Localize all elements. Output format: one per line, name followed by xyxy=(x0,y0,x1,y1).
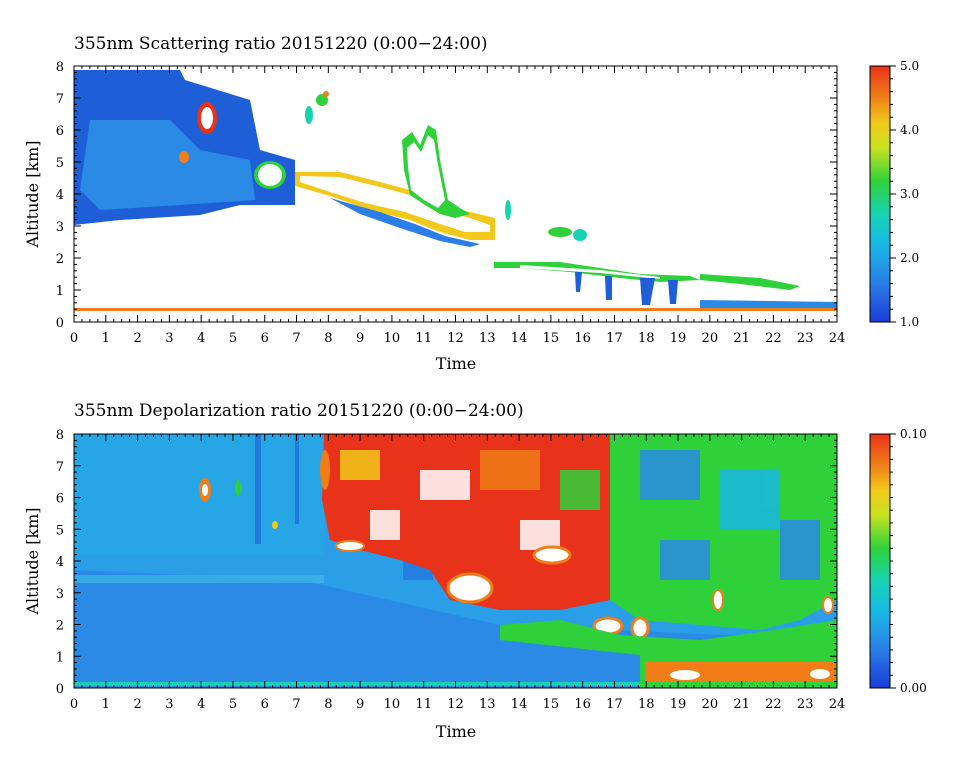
x-tick-label: 2 xyxy=(133,697,141,712)
x-tick-label: 1 xyxy=(102,697,110,712)
x-tick-label: 4 xyxy=(197,331,205,346)
x-tick-label: 6 xyxy=(261,331,269,346)
x-tick-label: 10 xyxy=(384,697,401,712)
x-tick-label: 17 xyxy=(606,331,623,346)
colorbar-tick-label: 0.00 xyxy=(900,681,927,695)
x-tick-label: 2 xyxy=(133,331,141,346)
colorbar-tick-label: 3.0 xyxy=(900,187,919,201)
depolarization-x-axis: 0 1 2 3 4 5 6 7 8 9 10 11 12 13 14 15 16 17 18 19 20 21 22 23 24 xyxy=(70,434,845,712)
y-tick-label: 8 xyxy=(56,428,64,443)
depolarization-y-axis-label: Altitude [km] xyxy=(23,507,42,615)
y-tick-label: 0 xyxy=(56,316,64,331)
y-tick-label: 1 xyxy=(56,650,64,665)
y-tick-label: 6 xyxy=(56,492,64,507)
x-tick-label: 13 xyxy=(479,331,496,346)
x-tick-label: 3 xyxy=(165,697,173,712)
cloud-patch xyxy=(179,151,189,163)
x-tick-label: 16 xyxy=(574,697,591,712)
x-tick-label: 8 xyxy=(324,697,332,712)
colorbar-tick-label: 1.0 xyxy=(900,315,919,329)
x-tick-label: 22 xyxy=(765,697,782,712)
x-tick-label: 9 xyxy=(356,697,364,712)
depolarization-heatmap xyxy=(74,434,837,688)
y-tick-label: 4 xyxy=(56,188,64,203)
x-tick-label: 21 xyxy=(733,331,750,346)
scattering-x-axis: 0 1 2 3 4 5 6 7 8 9 10 11 12 13 14 15 16 17 18 19 20 21 22 23 24 xyxy=(70,66,845,346)
x-tick-label: 11 xyxy=(415,697,432,712)
x-tick-label: 18 xyxy=(638,697,655,712)
x-tick-label: 15 xyxy=(543,331,560,346)
x-tick-label: 3 xyxy=(165,331,173,346)
x-tick-label: 23 xyxy=(797,697,814,712)
scattering-y-axis-label: Altitude [km] xyxy=(23,140,42,248)
x-tick-label: 10 xyxy=(384,331,401,346)
x-tick-label: 7 xyxy=(292,331,300,346)
x-tick-label: 0 xyxy=(70,697,78,712)
aerosol-core xyxy=(80,120,255,210)
surface-line xyxy=(74,308,837,311)
x-tick-label: 14 xyxy=(511,697,528,712)
scattering-ratio-panel: 355nm Scattering ratio 20151220 (0:00−24… xyxy=(23,34,919,373)
scattering-y-axis: 0 1 2 3 4 5 6 7 8 xyxy=(56,60,837,331)
y-tick-label: 2 xyxy=(56,252,64,267)
scattering-heatmap xyxy=(74,66,837,322)
x-tick-label: 20 xyxy=(702,697,719,712)
y-tick-label: 0 xyxy=(56,682,64,697)
x-tick-label: 11 xyxy=(415,331,432,346)
scattering-chart-title: 355nm Scattering ratio 20151220 (0:00−24… xyxy=(74,34,488,54)
depolarization-y-axis: 0 1 2 3 4 5 6 7 8 xyxy=(56,428,837,697)
x-tick-label: 15 xyxy=(543,697,560,712)
depolarization-chart-title: 355nm Depolarization ratio 20151220 (0:0… xyxy=(74,401,524,421)
x-tick-label: 20 xyxy=(702,331,719,346)
y-tick-label: 7 xyxy=(56,460,64,475)
x-tick-label: 16 xyxy=(574,331,591,346)
x-tick-label: 0 xyxy=(70,331,78,346)
x-tick-label: 22 xyxy=(765,331,782,346)
x-tick-label: 21 xyxy=(733,697,750,712)
y-tick-label: 2 xyxy=(56,619,64,634)
x-tick-label: 4 xyxy=(197,697,205,712)
x-tick-label: 19 xyxy=(670,697,687,712)
x-tick-label: 5 xyxy=(229,697,237,712)
depolarization-colorbar-ticks: 0.00 0.10 xyxy=(890,427,927,695)
y-tick-label: 6 xyxy=(56,124,64,139)
colorbar-tick-label: 2.0 xyxy=(900,251,919,265)
y-tick-label: 5 xyxy=(56,156,64,171)
y-tick-label: 8 xyxy=(56,60,64,75)
scattering-colorbar-ticks: 1.0 2.0 3.0 4.0 5.0 xyxy=(890,59,919,329)
y-tick-label: 5 xyxy=(56,523,64,538)
x-tick-label: 19 xyxy=(670,331,687,346)
x-tick-label: 18 xyxy=(638,331,655,346)
x-tick-label: 13 xyxy=(479,697,496,712)
x-tick-label: 23 xyxy=(797,331,814,346)
colorbar-tick-label: 0.10 xyxy=(900,427,927,441)
depolarization-x-axis-label: Time xyxy=(436,722,476,741)
y-tick-label: 7 xyxy=(56,92,64,107)
x-tick-label: 1 xyxy=(102,331,110,346)
y-tick-label: 1 xyxy=(56,284,64,299)
x-tick-label: 7 xyxy=(292,697,300,712)
x-tick-label: 17 xyxy=(606,697,623,712)
depolarization-ratio-panel: 355nm Depolarization ratio 20151220 (0:0… xyxy=(23,401,927,741)
x-tick-label: 12 xyxy=(447,697,464,712)
y-tick-label: 3 xyxy=(56,220,64,235)
y-tick-label: 3 xyxy=(56,587,64,602)
x-tick-label: 9 xyxy=(356,331,364,346)
depolarization-colorbar xyxy=(869,433,891,689)
x-tick-label: 6 xyxy=(261,697,269,712)
x-tick-label: 24 xyxy=(829,331,846,346)
x-tick-label: 12 xyxy=(447,331,464,346)
saturated-pocket xyxy=(446,572,494,604)
x-tick-label: 14 xyxy=(511,331,528,346)
x-tick-label: 5 xyxy=(229,331,237,346)
y-tick-label: 4 xyxy=(56,555,64,570)
scattering-x-axis-label: Time xyxy=(436,354,476,373)
x-tick-label: 24 xyxy=(829,697,846,712)
colorbar-tick-label: 5.0 xyxy=(900,59,919,73)
x-tick-label: 8 xyxy=(324,331,332,346)
colorbar-tick-label: 4.0 xyxy=(900,123,919,137)
scattering-colorbar xyxy=(869,65,891,323)
